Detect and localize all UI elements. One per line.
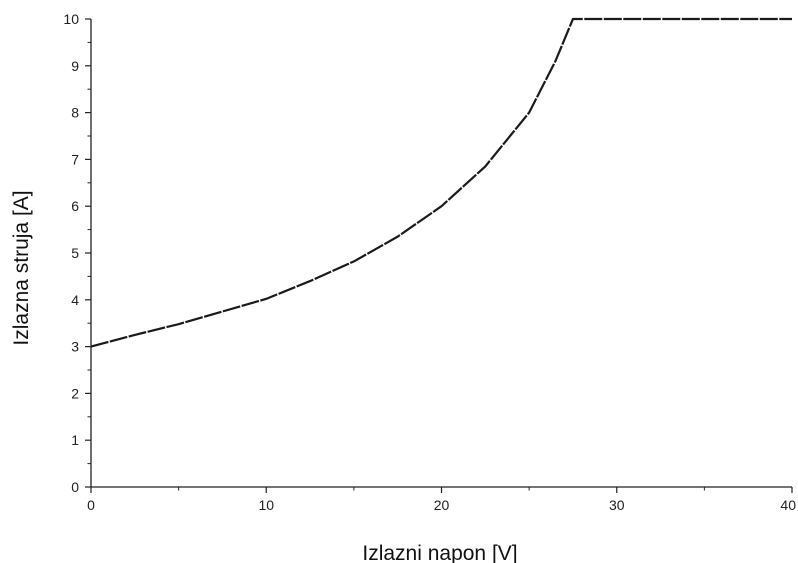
x-tick-label: 10 — [258, 497, 274, 513]
y-tick-label: 3 — [71, 339, 79, 355]
x-tick-label: 40 — [780, 497, 796, 513]
y-tick-label: 0 — [71, 479, 79, 495]
y-axis-title: Izlazna struja [A] — [10, 190, 33, 345]
series-line — [90, 17, 792, 348]
x-tick-label: 30 — [609, 497, 625, 513]
y-tick-label: 6 — [71, 198, 79, 214]
y-tick-label: 5 — [71, 245, 79, 261]
y-tick-label: 2 — [71, 385, 79, 401]
y-tick-label: 10 — [63, 11, 79, 27]
axes: 0 1 2 3 4 5 6 7 8 9 10 0 10 20 30 40 — [63, 11, 796, 513]
y-tick-label: 8 — [71, 105, 79, 121]
plot-area — [90, 17, 793, 348]
x-tick-label: 20 — [434, 497, 450, 513]
y-tick-label: 7 — [71, 151, 79, 167]
y-tick-label: 1 — [71, 432, 79, 448]
y-tick-label: 9 — [71, 58, 79, 74]
y-tick-label: 4 — [71, 292, 79, 308]
x-axis-title: Izlazni napon [V] — [362, 542, 517, 563]
x-tick-label: 0 — [87, 497, 95, 513]
